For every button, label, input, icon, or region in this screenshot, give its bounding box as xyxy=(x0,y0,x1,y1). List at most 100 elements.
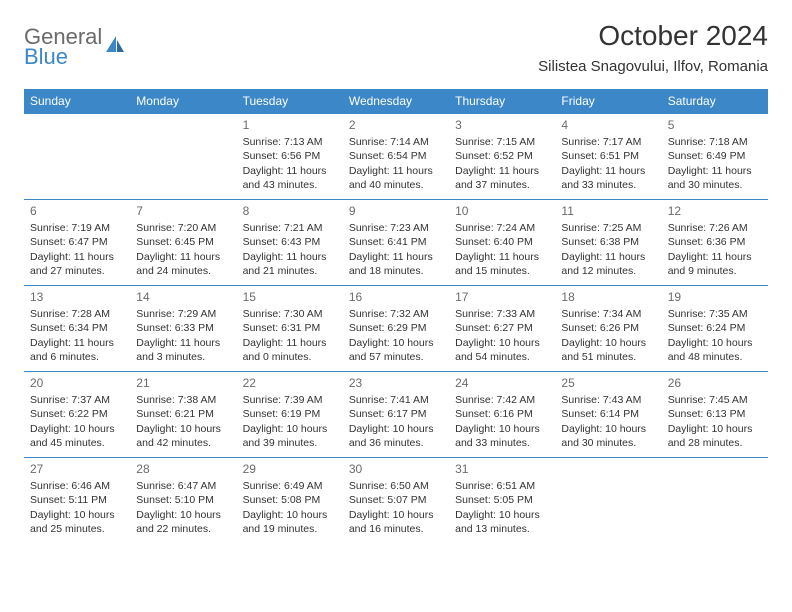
day-number: 16 xyxy=(349,289,443,305)
daylight-line: Daylight: 10 hours and 45 minutes. xyxy=(30,422,124,450)
day-number: 27 xyxy=(30,461,124,477)
sunset-line: Sunset: 6:54 PM xyxy=(349,149,443,163)
day-number: 2 xyxy=(349,117,443,133)
calendar-day: 15Sunrise: 7:30 AMSunset: 6:31 PMDayligh… xyxy=(237,286,343,372)
calendar-day: 31Sunrise: 6:51 AMSunset: 5:05 PMDayligh… xyxy=(449,458,555,544)
daylight-line: Daylight: 10 hours and 13 minutes. xyxy=(455,508,549,536)
daylight-line: Daylight: 11 hours and 15 minutes. xyxy=(455,250,549,278)
sunset-line: Sunset: 6:27 PM xyxy=(455,321,549,335)
daylight-line: Daylight: 11 hours and 30 minutes. xyxy=(668,164,762,192)
day-number: 18 xyxy=(561,289,655,305)
day-number: 10 xyxy=(455,203,549,219)
location-line: Silistea Snagovului, Ilfov, Romania xyxy=(538,58,768,75)
day-header: Friday xyxy=(555,89,661,114)
day-number: 15 xyxy=(243,289,337,305)
sunrise-line: Sunrise: 6:50 AM xyxy=(349,479,443,493)
day-number: 22 xyxy=(243,375,337,391)
sunset-line: Sunset: 6:47 PM xyxy=(30,235,124,249)
day-number: 1 xyxy=(243,117,337,133)
sunset-line: Sunset: 5:05 PM xyxy=(455,493,549,507)
sunrise-line: Sunrise: 7:30 AM xyxy=(243,307,337,321)
sunset-line: Sunset: 6:31 PM xyxy=(243,321,337,335)
calendar-body: 1Sunrise: 7:13 AMSunset: 6:56 PMDaylight… xyxy=(24,114,768,544)
calendar-day: 9Sunrise: 7:23 AMSunset: 6:41 PMDaylight… xyxy=(343,200,449,286)
calendar-week: 6 Sunrise: 7:19 AMSunset: 6:47 PM Daylight… xyxy=(24,200,768,286)
sunrise-line: Sunrise: 7:34 AM xyxy=(561,307,655,321)
sunrise-line: Sunrise: 7:14 AM xyxy=(349,135,443,149)
calendar-day: 28Sunrise: 6:47 AMSunset: 5:10 PMDayligh… xyxy=(130,458,236,544)
daylight-line: Daylight: 11 hours and 21 minutes. xyxy=(243,250,337,278)
sunrise-line: Sunrise: 7:39 AM xyxy=(243,393,337,407)
sunrise-line: Sunrise: 7:17 AM xyxy=(561,135,655,149)
sunset-line: Sunset: 6:36 PM xyxy=(668,235,762,249)
calendar-day: 21Sunrise: 7:38 AMSunset: 6:21 PMDayligh… xyxy=(130,372,236,458)
sunset-line: Sunset: 6:13 PM xyxy=(668,407,762,421)
sunset-line: Sunset: 6:45 PM xyxy=(136,235,230,249)
day-number: 8 xyxy=(243,203,337,219)
day-header-row: SundayMondayTuesdayWednesdayThursdayFrid… xyxy=(24,89,768,114)
sunrise-line: Sunrise: 7:23 AM xyxy=(349,221,443,235)
calendar-day: 13Sunrise: 7:28 AMSunset: 6:34 PMDayligh… xyxy=(24,286,130,372)
calendar-week: 20Sunrise: 7:37 AMSunset: 6:22 PMDayligh… xyxy=(24,372,768,458)
sunrise-line: Sunrise: 7:24 AM xyxy=(455,221,549,235)
logo-text: General Blue xyxy=(24,26,102,68)
daylight-line: Daylight: 10 hours and 25 minutes. xyxy=(30,508,124,536)
calendar-week: 13Sunrise: 7:28 AMSunset: 6:34 PMDayligh… xyxy=(24,286,768,372)
sunrise-line: Sunrise: 7:19 AM xyxy=(30,221,124,235)
calendar-day: 6Sunrise: 7:19 AMSunset: 6:47 PMDaylight… xyxy=(24,200,130,286)
day-number: 17 xyxy=(455,289,549,305)
day-header: Sunday xyxy=(24,89,130,114)
day-number: 29 xyxy=(243,461,337,477)
daylight-line: Daylight: 11 hours and 24 minutes. xyxy=(136,250,230,278)
day-number: 12 xyxy=(668,203,762,219)
sunset-line: Sunset: 6:43 PM xyxy=(243,235,337,249)
day-number: 30 xyxy=(349,461,443,477)
calendar-day: 11Sunrise: 7:25 AMSunset: 6:38 PMDayligh… xyxy=(555,200,661,286)
sunrise-line: Sunrise: 7:35 AM xyxy=(668,307,762,321)
calendar-day: 2Sunrise: 7:14 AMSunset: 6:54 PMDaylight… xyxy=(343,114,449,200)
day-number: 25 xyxy=(561,375,655,391)
calendar-day: 12Sunrise: 7:26 AMSunset: 6:36 PMDayligh… xyxy=(662,200,768,286)
day-header: Tuesday xyxy=(237,89,343,114)
calendar-day-empty xyxy=(24,114,130,200)
logo: General Blue xyxy=(24,26,126,68)
daylight-line: Daylight: 10 hours and 33 minutes. xyxy=(455,422,549,450)
daylight-line: Daylight: 10 hours and 30 minutes. xyxy=(561,422,655,450)
sunset-line: Sunset: 6:29 PM xyxy=(349,321,443,335)
calendar-day: 20Sunrise: 7:37 AMSunset: 6:22 PMDayligh… xyxy=(24,372,130,458)
daylight-line: Daylight: 10 hours and 51 minutes. xyxy=(561,336,655,364)
day-number: 23 xyxy=(349,375,443,391)
sunset-line: Sunset: 6:33 PM xyxy=(136,321,230,335)
day-number: 4 xyxy=(561,117,655,133)
calendar-page: General Blue October 2024 Silistea Snago… xyxy=(0,0,792,564)
daylight-line: Daylight: 11 hours and 33 minutes. xyxy=(561,164,655,192)
daylight-line: Daylight: 10 hours and 16 minutes. xyxy=(349,508,443,536)
day-header: Wednesday xyxy=(343,89,449,114)
calendar-day: 7Sunrise: 7:20 AMSunset: 6:45 PMDaylight… xyxy=(130,200,236,286)
day-number: 31 xyxy=(455,461,549,477)
daylight-line: Daylight: 10 hours and 48 minutes. xyxy=(668,336,762,364)
calendar-day: 29Sunrise: 6:49 AMSunset: 5:08 PMDayligh… xyxy=(237,458,343,544)
sunrise-line: Sunrise: 7:25 AM xyxy=(561,221,655,235)
calendar-day-empty xyxy=(662,458,768,544)
day-number: 3 xyxy=(455,117,549,133)
day-number: 21 xyxy=(136,375,230,391)
calendar-day: 26Sunrise: 7:45 AMSunset: 6:13 PMDayligh… xyxy=(662,372,768,458)
sunset-line: Sunset: 6:19 PM xyxy=(243,407,337,421)
calendar-day: 5Sunrise: 7:18 AMSunset: 6:49 PMDaylight… xyxy=(662,114,768,200)
sunset-line: Sunset: 6:16 PM xyxy=(455,407,549,421)
sunset-line: Sunset: 6:40 PM xyxy=(455,235,549,249)
sunset-line: Sunset: 6:24 PM xyxy=(668,321,762,335)
sunrise-line: Sunrise: 6:49 AM xyxy=(243,479,337,493)
daylight-line: Daylight: 11 hours and 6 minutes. xyxy=(30,336,124,364)
daylight-line: Daylight: 10 hours and 57 minutes. xyxy=(349,336,443,364)
daylight-line: Daylight: 11 hours and 18 minutes. xyxy=(349,250,443,278)
calendar-day: 10 Sunrise: 7:24 AMSunset: 6:40 PMDayligh… xyxy=(449,200,555,286)
calendar-day: 1Sunrise: 7:13 AMSunset: 6:56 PMDaylight… xyxy=(237,114,343,200)
day-number: 19 xyxy=(668,289,762,305)
day-number: 6 xyxy=(30,203,124,219)
calendar-day-empty xyxy=(130,114,236,200)
calendar-day: 30Sunrise: 6:50 AMSunset: 5:07 PMDayligh… xyxy=(343,458,449,544)
sunrise-line: Sunrise: 7:21 AM xyxy=(243,221,337,235)
header: General Blue October 2024 Silistea Snago… xyxy=(24,20,768,75)
